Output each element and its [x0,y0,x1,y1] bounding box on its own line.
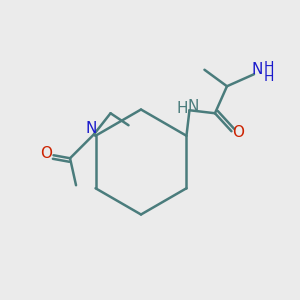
Text: H: H [263,70,274,84]
Text: N: N [251,62,263,77]
Text: H: H [263,60,274,74]
Text: N: N [85,121,97,136]
Text: O: O [40,146,52,161]
Text: O: O [232,125,244,140]
Text: H: H [176,101,188,116]
Text: N: N [188,99,199,114]
